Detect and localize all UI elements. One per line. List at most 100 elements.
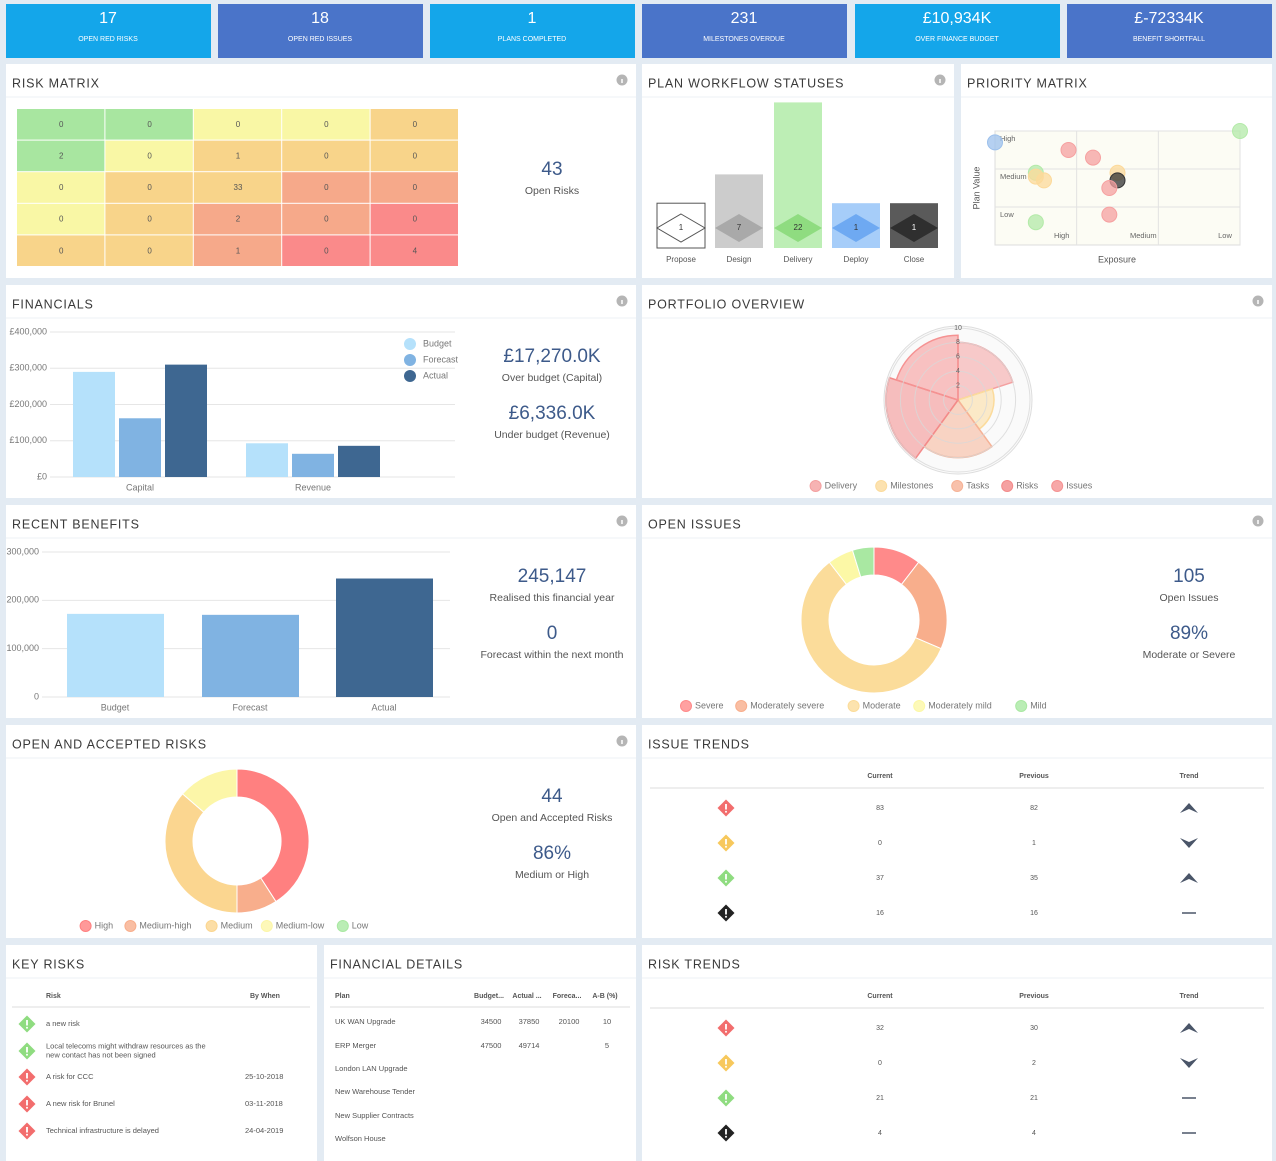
matrix-cell [282, 172, 370, 203]
bar [246, 443, 288, 477]
table-cell: Wolfson House [335, 1134, 386, 1143]
table-cell: 16 [876, 910, 884, 917]
stat-value: £6,336.0K [509, 403, 596, 424]
polar-segment [956, 387, 995, 431]
stat-label: Forecast within the next month [481, 649, 624, 661]
matrix-cell-value: 0 [324, 246, 329, 255]
kpi-value: 1 [528, 10, 537, 27]
y-tick-label: High [1000, 134, 1015, 143]
grid-line [899, 341, 1017, 459]
table-cell: 20100 [559, 1017, 580, 1026]
column-header: Trend [1179, 773, 1198, 780]
y-tick-label: 0 [34, 691, 39, 701]
column-header: A-B (%) [592, 993, 617, 1000]
x-tick-label: Actual [371, 702, 396, 712]
trend-icon [1180, 1023, 1198, 1033]
column-header: Actual ... [512, 993, 541, 1000]
table-cell: ERP Merger [335, 1041, 377, 1050]
matrix-cell-value: 0 [59, 183, 64, 192]
donut-segment [164, 793, 238, 914]
x-tick-label: Close [904, 255, 925, 264]
stat-value: £17,270.0K [503, 346, 601, 367]
x-tick-label: Revenue [295, 482, 331, 492]
table-cell: 82 [1030, 805, 1038, 812]
bar [119, 418, 161, 477]
matrix-cell [370, 140, 458, 172]
grid-line [928, 370, 988, 430]
panel-title: RISK TRENDS [648, 957, 741, 971]
column-header: Trend [1179, 993, 1198, 1000]
status-icon-glyph [26, 1133, 28, 1136]
matrix-cell-value: 0 [147, 152, 152, 161]
table-cell: New Warehouse Tender [335, 1087, 416, 1096]
kpi-label: OVER FINANCE BUDGET [915, 36, 999, 43]
table-cell: 21 [1030, 1095, 1038, 1102]
matrix-cell-value: 0 [413, 215, 418, 224]
matrix-cell [193, 235, 282, 266]
point [1027, 168, 1044, 185]
donut-segment [236, 768, 310, 903]
bar-value-label: 1 [912, 223, 917, 232]
stat-label: Open Risks [525, 185, 579, 197]
panel [324, 945, 636, 1161]
table-cell: A new risk for Brunel [46, 1099, 115, 1108]
legend-label: Medium [221, 920, 253, 930]
panel [642, 505, 1272, 718]
legend-swatch [79, 920, 92, 932]
matrix-cell [193, 203, 282, 235]
status-icon-glyph [725, 915, 727, 918]
matrix-cell [105, 203, 193, 235]
bar-value-label: 7 [737, 223, 742, 232]
table-cell: 4 [1032, 1130, 1036, 1137]
y-tick-label: 100,000 [6, 643, 39, 653]
bar [165, 364, 207, 477]
point [1027, 214, 1044, 231]
stat-value: 43 [541, 159, 562, 180]
matrix-cell-value: 0 [59, 120, 64, 129]
matrix-cell [105, 235, 193, 266]
table-cell: 03-11-2018 [245, 1099, 283, 1108]
legend-swatch [124, 920, 137, 932]
status-icon-glyph [725, 1065, 727, 1068]
bar-value-label: 1 [679, 223, 684, 232]
point [1232, 123, 1248, 139]
stat-label: Under budget (Revenue) [494, 429, 610, 441]
status-icon-glyph [725, 810, 727, 813]
panel [642, 725, 1272, 938]
legend-swatch [404, 354, 416, 366]
status-marker [832, 214, 880, 242]
point [1101, 180, 1118, 196]
kpi-tile [430, 4, 635, 58]
table-cell: 35 [1030, 875, 1038, 882]
kpi-label: PLANS COMPLETED [498, 36, 566, 43]
legend-swatch [951, 480, 964, 492]
stat-value: 86% [533, 843, 571, 864]
matrix-cell [370, 235, 458, 266]
table-cell: 1 [1032, 840, 1036, 847]
panel-title: OPEN ISSUES [648, 517, 742, 531]
legend-label: Moderate [863, 700, 901, 710]
panel [6, 725, 636, 938]
trend-icon [1180, 873, 1198, 883]
legend-label: Forecast [423, 354, 459, 364]
table-cell: New Supplier Contracts [335, 1111, 414, 1120]
panel-title: ISSUE TRENDS [648, 737, 750, 751]
stat-value: 89% [1170, 623, 1208, 644]
kpi-tile [218, 4, 423, 58]
matrix-cell [282, 235, 370, 266]
matrix-cell-value: 1 [236, 246, 241, 255]
legend-swatch [847, 700, 860, 712]
r-tick-label: 4 [956, 368, 960, 375]
matrix-cell-value: 0 [324, 120, 329, 129]
table-cell: 37 [876, 875, 884, 882]
r-tick-label: 6 [956, 354, 960, 361]
kpi-value: 231 [731, 10, 758, 27]
kpi-label: MILESTONES OVERDUE [703, 36, 785, 43]
legend-label: Delivery [825, 480, 858, 490]
kpi-label: BENEFIT SHORTFALL [1133, 36, 1205, 43]
point [1085, 149, 1101, 166]
table-cell: 0 [878, 840, 882, 847]
status-icon-glyph [725, 845, 727, 848]
column-header: Previous [1019, 993, 1049, 1000]
panel [6, 945, 317, 1161]
